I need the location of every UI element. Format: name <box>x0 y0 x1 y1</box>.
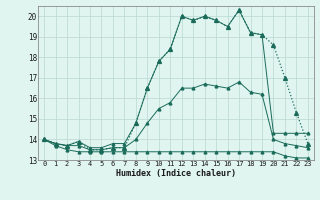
X-axis label: Humidex (Indice chaleur): Humidex (Indice chaleur) <box>116 169 236 178</box>
